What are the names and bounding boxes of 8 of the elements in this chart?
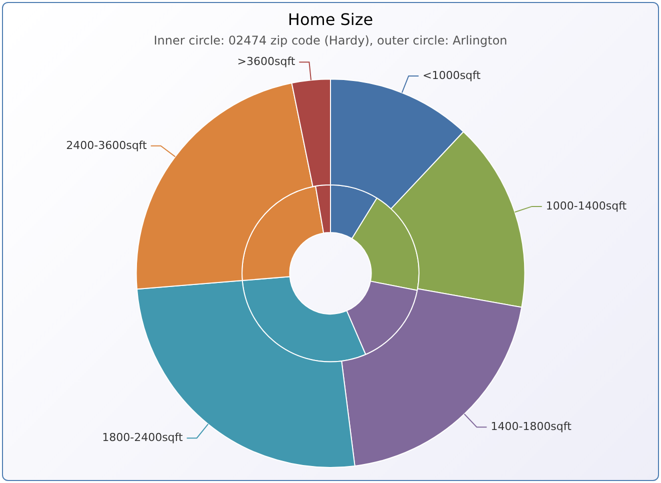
chart-title: Home Size bbox=[288, 10, 374, 29]
slice-label: 1400-1800sqft bbox=[490, 420, 572, 433]
slice-label: 1800-2400sqft bbox=[102, 430, 184, 444]
chart-subtitle: Inner circle: 02474 zip code (Hardy), outer circle: Arlington bbox=[154, 34, 508, 48]
slice-label: <1000sqft bbox=[422, 68, 482, 82]
slice-label: 2400-3600sqft bbox=[66, 138, 148, 152]
slice-label: >3600sqft bbox=[237, 55, 296, 68]
slice-label: 1000-1400sqft bbox=[546, 199, 628, 212]
